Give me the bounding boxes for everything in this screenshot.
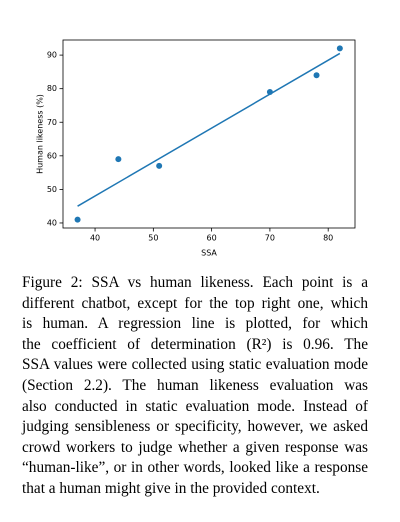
x-axis-label: SSA (201, 249, 217, 258)
caption-line: judging sensibleness or specificity, how… (22, 418, 368, 436)
y-axis-label: Human likeness (%) (36, 94, 45, 174)
data-point (74, 216, 81, 223)
caption-line: also conducted in static evaluation mode… (22, 397, 368, 415)
y-tick-label: 60 (47, 151, 57, 160)
caption-line: (Section 2.2). The human likeness evalua… (22, 376, 368, 394)
y-tick-label: 80 (47, 84, 57, 93)
data-point (115, 156, 122, 163)
plot-frame (62, 39, 356, 229)
caption-line: SSA values were collected using static e… (22, 356, 368, 374)
caption-line: Figure 2: SSA vs human likeness. Each po… (22, 274, 368, 291)
y-tick-label: 50 (47, 185, 57, 194)
x-tick-label: 40 (90, 234, 100, 243)
x-tick-label: 80 (323, 234, 333, 243)
chart: SSA Human likeness (%) 40 50 60 70 80 40 50 60 7… (36, 39, 356, 258)
x-tick-label: 50 (148, 234, 158, 243)
caption-line: is human. A regression line is plotted, … (22, 315, 368, 333)
y-tick-label: 70 (47, 118, 57, 127)
data-point (156, 162, 163, 169)
caption-line: that a human might give in the provided … (22, 479, 320, 497)
regression-line (77, 52, 341, 207)
x-tick-label: 70 (265, 234, 275, 243)
y-tick-label: 90 (47, 51, 57, 60)
x-tick-label: 60 (207, 234, 217, 243)
caption-line: different chatbot, except for the top ri… (22, 294, 368, 312)
caption-line: the coefficient of determination (R²) is… (22, 335, 368, 353)
data-point (336, 45, 343, 52)
data-point (313, 72, 320, 79)
data-point (266, 89, 273, 96)
y-tick-label: 40 (47, 218, 57, 227)
caption-line: crowd workers to judge whether a given r… (22, 438, 368, 456)
figure-caption: Figure 2: SSA vs human likeness. Each po… (22, 273, 368, 500)
caption-line: “human-like”, or in other words, looked … (22, 459, 368, 477)
